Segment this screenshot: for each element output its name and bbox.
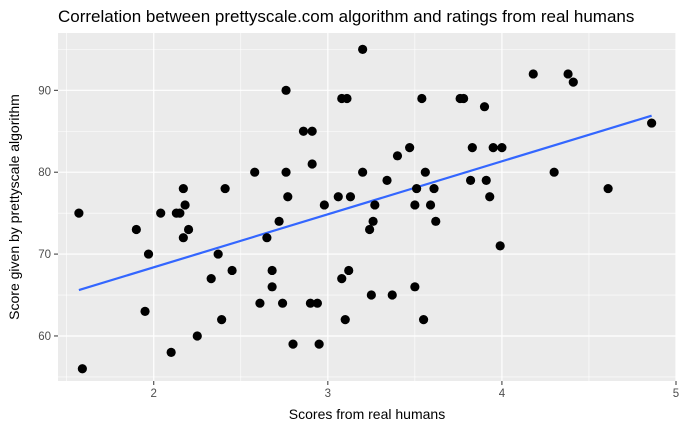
data-point: [647, 118, 657, 128]
data-point: [368, 216, 378, 226]
trendline-layer: [78, 114, 652, 292]
x-tick-label: 2: [151, 388, 157, 400]
data-point: [340, 314, 350, 325]
data-point: [206, 274, 216, 284]
data-point: [305, 298, 316, 308]
data-point: [131, 224, 141, 235]
data-point: [425, 200, 436, 210]
data-point: [412, 183, 422, 194]
data-point: [319, 200, 329, 210]
data-point: [603, 183, 613, 194]
data-point: [220, 183, 230, 194]
data-point: [312, 298, 322, 308]
data-point: [497, 143, 507, 153]
y-axis-ticks: 60 70 80 90: [38, 85, 58, 343]
data-point: [281, 167, 291, 177]
data-point: [366, 290, 376, 300]
data-point: [568, 77, 578, 87]
data-point: [467, 143, 477, 153]
data-point: [392, 151, 403, 161]
x-tick-label: 5: [673, 388, 679, 400]
x-axis-title: Scores from real humans: [289, 406, 445, 422]
data-point: [166, 347, 176, 357]
data-point: [307, 159, 317, 169]
data-point: [267, 265, 277, 276]
data-point: [307, 126, 317, 136]
data-point: [178, 233, 188, 243]
data-point: [420, 167, 430, 177]
data-point: [274, 216, 284, 226]
data-point: [459, 93, 469, 104]
data-point: [283, 192, 293, 202]
data-point: [213, 249, 223, 259]
data-point: [365, 224, 375, 235]
data-point: [267, 282, 277, 292]
data-point: [488, 143, 498, 153]
data-point: [481, 175, 491, 185]
major-gridlines: [58, 33, 677, 381]
data-point: [410, 200, 420, 210]
data-point: [410, 282, 420, 292]
y-tick-label: 60: [38, 331, 51, 343]
data-point: [342, 93, 352, 104]
x-tick-label: 4: [499, 388, 506, 400]
data-point: [417, 93, 427, 104]
data-point: [227, 265, 237, 276]
data-point: [563, 69, 573, 79]
data-point: [358, 44, 368, 54]
data-point: [277, 298, 288, 308]
data-point: [465, 175, 476, 185]
data-point: [178, 183, 188, 194]
plot-panel: [58, 33, 676, 381]
data-point: [74, 208, 84, 218]
data-point: [418, 314, 429, 325]
y-tick-label: 80: [38, 167, 51, 179]
data-point: [217, 314, 227, 325]
chart-title: Correlation between prettyscale.com algo…: [58, 7, 634, 26]
data-point: [337, 274, 347, 284]
data-point: [479, 102, 490, 112]
y-tick-label: 70: [38, 249, 51, 261]
x-axis-ticks: 2 3 4 5: [151, 381, 679, 400]
data-point: [298, 126, 309, 136]
y-axis-title: Score given by prettyscale algorithm: [6, 94, 22, 320]
data-point: [345, 192, 356, 202]
data-point: [192, 331, 202, 341]
data-point: [183, 224, 194, 235]
data-point: [250, 167, 260, 177]
data-point: [262, 233, 272, 243]
data-points: [74, 44, 657, 374]
y-tick-label: 90: [38, 85, 51, 97]
data-point: [77, 364, 87, 374]
data-point: [314, 339, 324, 349]
data-point: [281, 85, 291, 95]
data-point: [549, 167, 559, 177]
x-tick-label: 3: [325, 388, 331, 400]
data-point: [382, 175, 392, 185]
data-point: [255, 298, 265, 308]
trend-line: [78, 114, 652, 292]
data-point: [528, 69, 538, 79]
data-point: [495, 241, 505, 251]
data-point: [405, 143, 415, 153]
data-point: [344, 265, 354, 276]
data-point: [370, 200, 380, 210]
data-point: [156, 208, 166, 218]
data-point: [175, 208, 185, 218]
data-point: [429, 183, 439, 194]
data-point: [333, 192, 343, 202]
data-point: [431, 216, 441, 226]
data-point: [140, 306, 150, 316]
data-point: [288, 339, 298, 349]
data-point: [387, 290, 397, 300]
data-point: [143, 249, 154, 259]
data-point: [180, 200, 190, 210]
data-point: [485, 192, 495, 202]
data-point: [358, 167, 368, 177]
